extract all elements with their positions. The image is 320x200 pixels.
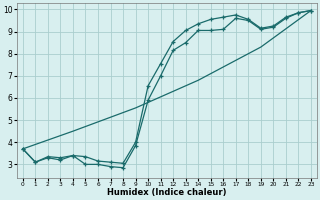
X-axis label: Humidex (Indice chaleur): Humidex (Indice chaleur) [107,188,227,197]
